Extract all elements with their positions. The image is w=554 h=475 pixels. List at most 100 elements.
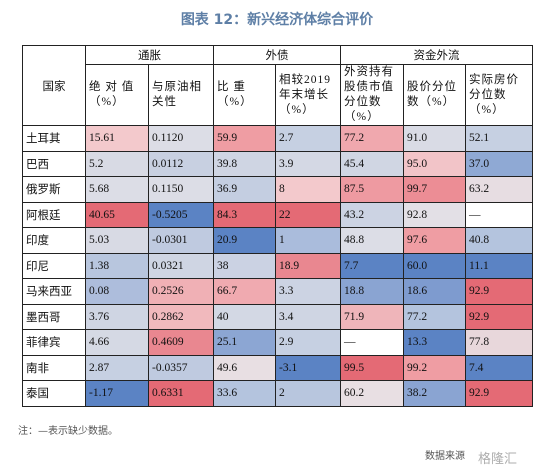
- table-row: 南非 2.87 -0.0357 49.6 -3.1 99.5 99.2 7.4: [22, 354, 534, 381]
- group-header: 外债: [213, 45, 341, 65]
- value-cell: 95.0: [403, 150, 466, 177]
- source: 数据来源: [425, 451, 465, 462]
- value-cell: 18.8: [340, 278, 404, 305]
- value-cell: -0.0357: [148, 354, 214, 381]
- column-header: 绝 对 值（%）: [85, 64, 149, 126]
- value-cell: 0.2526: [148, 278, 214, 305]
- value-cell: —: [464, 201, 534, 228]
- value-cell: 36.9: [213, 176, 276, 203]
- column-header: 比 重（%）: [213, 64, 276, 126]
- value-cell: 87.5: [340, 176, 404, 203]
- value-cell: 0.0321: [148, 252, 214, 279]
- value-cell: 0.1150: [148, 176, 214, 203]
- value-cell: 1: [275, 227, 341, 254]
- column-header: 股价分位数（%）: [403, 64, 466, 126]
- value-cell: 60.0: [403, 252, 466, 279]
- column-header: 与原油相关性: [148, 64, 214, 126]
- value-cell: 66.7: [213, 278, 276, 305]
- value-cell: 33.6: [213, 380, 276, 407]
- value-cell: 91.0: [403, 125, 466, 152]
- evaluation-table: 国家 通胀 外债 资金外流 绝 对 值（%） 与原油相关性比 重（%） 相较2019…: [22, 45, 534, 407]
- value-cell: 13.3: [403, 329, 466, 356]
- value-cell: 3.76: [85, 303, 149, 330]
- value-cell: 4.66: [85, 329, 149, 356]
- value-cell: —: [340, 329, 404, 356]
- country-cell: 南非: [22, 354, 86, 381]
- value-cell: 1.38: [85, 252, 149, 279]
- value-cell: 40.8: [464, 227, 534, 254]
- group-header: 资金外流: [339, 45, 534, 65]
- group-header: 通胀: [85, 45, 214, 65]
- value-cell: 25.1: [213, 329, 276, 356]
- value-cell: 77.8: [464, 329, 534, 356]
- country-cell: 俄罗斯: [22, 176, 86, 203]
- value-cell: 84.3: [213, 201, 276, 228]
- column-header: 相较2019年末增长（%）: [275, 64, 341, 126]
- value-cell: 77.2: [403, 303, 466, 330]
- value-cell: 39.8: [213, 150, 276, 177]
- value-cell: 2.9: [275, 329, 341, 356]
- value-cell: 0.6331: [148, 380, 214, 407]
- title: 图表 12：新兴经济体综合评价: [180, 12, 374, 28]
- country-cell: 泰国: [22, 380, 86, 407]
- value-cell: 38: [213, 252, 276, 279]
- value-cell: 92.9: [464, 380, 534, 407]
- table-row: 阿根廷 40.65 -0.5205 84.3 22 43.2 92.8—: [22, 201, 534, 228]
- value-cell: 18.9: [275, 252, 341, 279]
- country-cell: 巴西: [22, 150, 86, 177]
- group-header-row: 国家 通胀 外债 资金外流: [22, 45, 534, 126]
- note: 注：—表示缺少数据。: [18, 426, 118, 437]
- value-cell: 5.03: [85, 227, 149, 254]
- table-row: 印尼 1.38 0.0321 38 18.9 7.7 60.0 11.1: [22, 252, 534, 279]
- value-cell: 3.9: [275, 150, 341, 177]
- country-cell: 印尼: [22, 252, 86, 279]
- value-cell: 0.08: [85, 278, 149, 305]
- value-cell: 0.1120: [148, 125, 214, 152]
- corner-header: 国家: [22, 45, 86, 126]
- value-cell: 11.1: [464, 252, 534, 279]
- value-cell: 2.87: [85, 354, 149, 381]
- country-cell: 印度: [22, 227, 86, 254]
- value-cell: 99.2: [403, 354, 466, 381]
- value-cell: 43.2: [340, 201, 404, 228]
- table-row: 菲律宾 4.66 0.4609 25.1 2.9—13.3 77.8: [22, 329, 534, 356]
- value-cell: -3.1: [275, 354, 341, 381]
- value-cell: 22: [275, 201, 341, 228]
- value-cell: 40: [213, 303, 276, 330]
- value-cell: 5.2: [85, 150, 149, 177]
- country-cell: 马来西亚: [22, 278, 86, 305]
- value-cell: 18.6: [403, 278, 466, 305]
- value-cell: 2.7: [275, 125, 341, 152]
- value-cell: 92.9: [464, 278, 534, 305]
- value-cell: 60.2: [340, 380, 404, 407]
- column-header: 实际房价分位数（%）: [464, 64, 534, 126]
- value-cell: 48.8: [340, 227, 404, 254]
- value-cell: 20.9: [213, 227, 276, 254]
- watermark: 格隆汇: [478, 452, 518, 467]
- value-cell: 3.4: [275, 303, 341, 330]
- value-cell: 77.2: [340, 125, 404, 152]
- table-row: 俄罗斯 5.68 0.1150 36.9 8 87.5 99.7 63.2: [22, 176, 534, 203]
- table-body: 土耳其 15.61 0.1120 59.9 2.7 77.2 91.0 52.1 巴西 5.2 0.…: [22, 125, 534, 407]
- value-cell: 3.3: [275, 278, 341, 305]
- value-cell: 97.6: [403, 227, 466, 254]
- value-cell: -0.0301: [148, 227, 214, 254]
- value-cell: 8: [275, 176, 341, 203]
- column-header-row: 绝 对 值（%） 与原油相关性比 重（%） 相较2019年末增长（%） 外资持有股债市…: [23, 64, 534, 126]
- value-cell: 52.1: [464, 125, 534, 152]
- country-cell: 菲律宾: [22, 329, 86, 356]
- value-cell: 92.8: [403, 201, 466, 228]
- table-row: 印度 5.03 -0.0301 20.9 1 48.8 97.6 40.8: [22, 227, 534, 254]
- value-cell: -0.5205: [148, 201, 214, 228]
- table-row: 巴西 5.2 0.0112 39.8 3.9 45.4 95.0 37.0: [22, 150, 534, 177]
- value-cell: 92.9: [464, 303, 534, 330]
- value-cell: 2: [275, 380, 341, 407]
- table-row: 泰国 -1.17 0.6331 33.6 2 60.2 38.2 92.9: [22, 380, 534, 407]
- value-cell: 7.4: [464, 354, 534, 381]
- table-row: 马来西亚 0.08 0.2526 66.7 3.3 18.8 18.6 92.9: [22, 278, 534, 305]
- value-cell: 99.7: [403, 176, 466, 203]
- value-cell: -1.17: [85, 380, 149, 407]
- value-cell: 99.5: [340, 354, 404, 381]
- value-cell: 45.4: [340, 150, 404, 177]
